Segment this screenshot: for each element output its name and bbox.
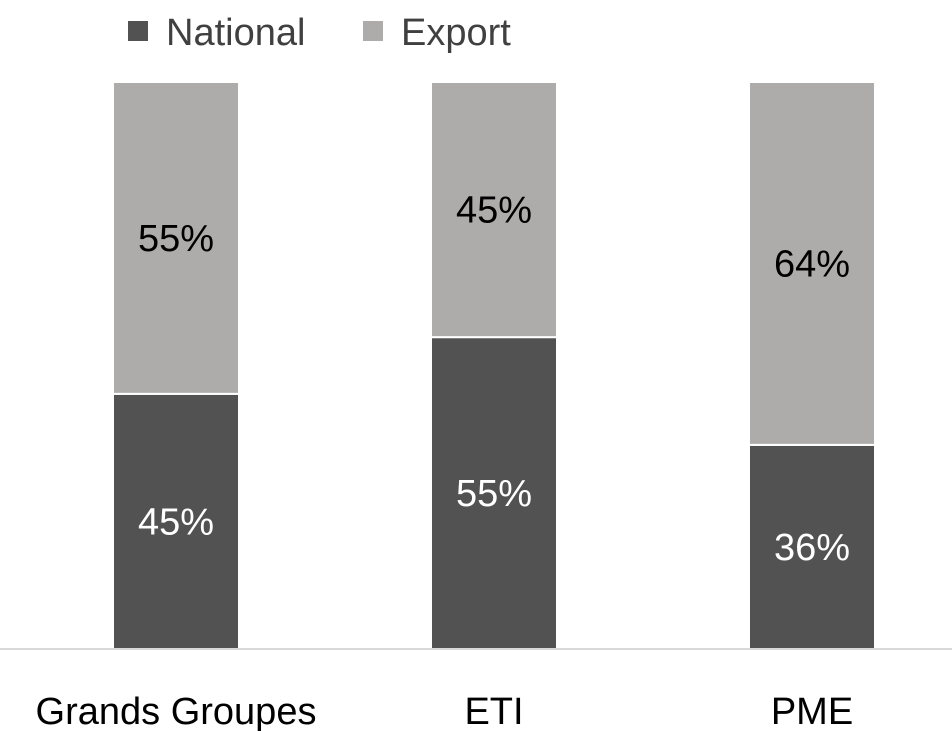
x-axis-labels: Grands Groupes ETI PME xyxy=(36,691,854,731)
data-label-export-pme: 64% xyxy=(774,243,850,285)
bar-national-grands-groupes xyxy=(112,392,240,650)
bar-export-grands-groupes xyxy=(112,81,240,395)
data-label-export-grands-groupes: 55% xyxy=(138,218,214,260)
bar-national-pme xyxy=(748,443,876,650)
category-label-eti: ETI xyxy=(464,691,523,731)
legend-label-national: National xyxy=(166,12,305,54)
legend-swatch-national xyxy=(128,21,148,41)
data-label-national-grands-groupes: 45% xyxy=(138,501,214,543)
plot-area: 45% 55% 55% 45% 36% 64% xyxy=(112,81,876,650)
bar-export-eti xyxy=(430,81,558,339)
data-label-export-eti: 45% xyxy=(456,190,532,232)
legend: National Export xyxy=(128,12,511,54)
data-label-national-pme: 36% xyxy=(774,527,850,569)
category-label-pme: PME xyxy=(771,691,853,731)
legend-label-export: Export xyxy=(401,12,511,54)
category-label-grands-groupes: Grands Groupes xyxy=(36,691,317,731)
legend-swatch-export xyxy=(363,21,383,41)
data-label-national-eti: 55% xyxy=(456,473,532,515)
bar-export-pme xyxy=(748,81,876,446)
